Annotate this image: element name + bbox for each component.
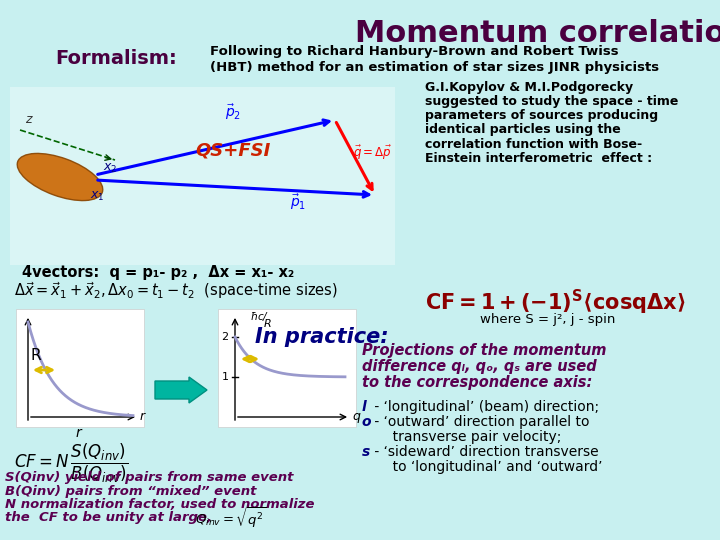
Text: to the correspondence axis:: to the correspondence axis: xyxy=(362,375,593,389)
Text: r: r xyxy=(75,426,81,440)
Text: Projections of the momentum: Projections of the momentum xyxy=(362,342,606,357)
Text: Formalism:: Formalism: xyxy=(55,49,176,68)
Ellipse shape xyxy=(17,153,103,200)
Text: N normalization factor, used to normalize: N normalization factor, used to normaliz… xyxy=(5,497,315,510)
Text: Following to Richard Hanbury-Brown and Robert Twiss: Following to Richard Hanbury-Brown and R… xyxy=(210,45,618,58)
Text: correlation function with Bose-: correlation function with Bose- xyxy=(425,138,642,151)
Bar xyxy=(218,309,356,427)
Text: the  CF to be unity at large,: the CF to be unity at large, xyxy=(5,511,212,524)
Text: 1: 1 xyxy=(222,372,228,382)
Text: In practice:: In practice: xyxy=(255,327,389,347)
Text: l: l xyxy=(362,400,366,414)
Text: $\mathbf{CF=1+(-1)^S\langle cosq\Delta x\rangle}$: $\mathbf{CF=1+(-1)^S\langle cosq\Delta x… xyxy=(425,287,685,316)
Text: parameters of sources producing: parameters of sources producing xyxy=(425,110,658,123)
Text: G.I.Kopylov & M.I.Podgorecky: G.I.Kopylov & M.I.Podgorecky xyxy=(425,82,633,94)
Text: Einstein interferometric  effect :: Einstein interferometric effect : xyxy=(425,152,652,165)
Text: 4vectors:  q = p₁- p₂ ,  Δx = x₁- x₂: 4vectors: q = p₁- p₂ , Δx = x₁- x₂ xyxy=(22,265,294,280)
Text: - ‘sideward’ direction transverse: - ‘sideward’ direction transverse xyxy=(370,445,598,459)
Text: difference qₗ, qₒ, qₛ are used: difference qₗ, qₒ, qₛ are used xyxy=(362,359,597,374)
Bar xyxy=(16,309,144,427)
Text: $Q_{inv} = \sqrt{q^2}$: $Q_{inv} = \sqrt{q^2}$ xyxy=(195,506,266,530)
Text: where S = j², j - spin: where S = j², j - spin xyxy=(480,314,616,327)
Text: identical particles using the: identical particles using the xyxy=(425,124,621,137)
Text: - ‘longitudinal’ (beam) direction;: - ‘longitudinal’ (beam) direction; xyxy=(370,400,599,414)
Text: 2: 2 xyxy=(222,332,228,342)
Text: s: s xyxy=(362,445,370,459)
Text: $x_2$: $x_2$ xyxy=(103,162,117,175)
Text: o: o xyxy=(362,415,372,429)
Text: R: R xyxy=(264,319,271,329)
Text: (HBT) method for an estimation of star sizes JINR physicists: (HBT) method for an estimation of star s… xyxy=(210,60,659,73)
Text: $CF = N\,\dfrac{S(Q_{inv})}{B(Q_{inv})}$: $CF = N\,\dfrac{S(Q_{inv})}{B(Q_{inv})}$ xyxy=(14,441,128,484)
Text: $\vec{q}=\Delta\vec{p}$: $\vec{q}=\Delta\vec{p}$ xyxy=(353,144,392,162)
Text: $x_1$: $x_1$ xyxy=(90,190,104,203)
Text: B(Qinv) pairs from “mixed” event: B(Qinv) pairs from “mixed” event xyxy=(5,484,256,497)
Text: Momentum correlations (HBT): Momentum correlations (HBT) xyxy=(355,18,720,48)
Text: $\Delta\vec{x} = \vec{x}_1 + \vec{x}_2, \Delta x_0 = t_1 - t_2$  (space-time siz: $\Delta\vec{x} = \vec{x}_1 + \vec{x}_2, … xyxy=(14,281,338,301)
Text: R: R xyxy=(30,348,40,363)
Text: r: r xyxy=(140,410,145,423)
Text: transverse pair velocity;: transverse pair velocity; xyxy=(362,430,562,444)
FancyArrow shape xyxy=(155,377,207,403)
Text: $\vec{p}_1$: $\vec{p}_1$ xyxy=(290,192,306,212)
Text: suggested to study the space - time: suggested to study the space - time xyxy=(425,96,678,109)
Bar xyxy=(10,87,395,265)
Text: QS+FSI: QS+FSI xyxy=(195,141,271,159)
Text: $\vec{p}_2$: $\vec{p}_2$ xyxy=(225,103,241,122)
Text: $\hbar c$/: $\hbar c$/ xyxy=(250,310,269,323)
Text: S(Qinv) yield of pairs from same event: S(Qinv) yield of pairs from same event xyxy=(5,471,294,484)
Text: q: q xyxy=(352,410,360,423)
Text: z: z xyxy=(25,113,32,126)
Text: to ‘longitudinal’ and ‘outward’: to ‘longitudinal’ and ‘outward’ xyxy=(362,460,603,474)
Text: - ‘outward’ direction parallel to: - ‘outward’ direction parallel to xyxy=(370,415,590,429)
